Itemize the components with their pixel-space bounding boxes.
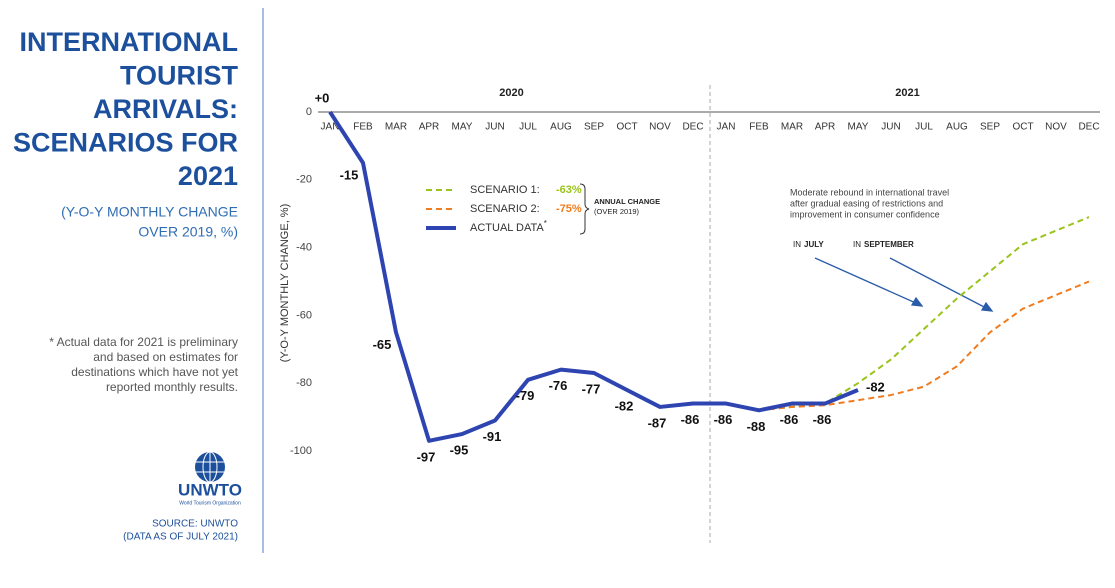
year-label: 2020	[499, 87, 523, 99]
logo	[195, 451, 225, 483]
data-label: -86	[813, 412, 832, 427]
legend-label: SCENARIO 2:	[470, 203, 540, 215]
annotation: improvement in consumer confidence	[790, 209, 940, 219]
y-tick-label: 0	[306, 106, 312, 118]
callout: IN JULY	[793, 240, 824, 249]
callout-emph: SEPTEMBER	[864, 240, 914, 249]
annual-change: -75%	[556, 203, 582, 215]
logo-text: UNWTO	[178, 480, 242, 499]
y-tick-label: -40	[296, 242, 312, 254]
data-label: -82	[615, 398, 634, 413]
y-tick-label: -60	[296, 309, 312, 321]
subtitle-line: (Y-O-Y MONTHLY CHANGE	[61, 204, 238, 220]
y-tick-label: -100	[290, 445, 312, 457]
legend-brace	[579, 183, 590, 235]
x-tick-label: OCT	[616, 122, 637, 133]
x-tick-label: NOV	[649, 122, 671, 133]
title-line: 2021	[178, 161, 238, 191]
series-line	[328, 110, 859, 443]
x-tick-label: JAN	[717, 122, 736, 133]
data-label: -86	[681, 412, 700, 427]
annotation: Moderate rebound in international travel	[790, 187, 949, 197]
data-label: -95	[450, 442, 469, 457]
callout-emph: JULY	[804, 240, 824, 249]
note-line: and based on estimates for	[93, 350, 238, 364]
legend-note: ANNUAL CHANGE	[594, 197, 660, 206]
data-label: -15	[340, 167, 359, 182]
legend-name: SCENARIO 1:	[470, 184, 540, 196]
legend-note: (OVER 2019)	[594, 207, 640, 216]
title-line: SCENARIOS FOR	[13, 128, 238, 158]
legend-mark: *	[544, 219, 547, 228]
legend-name: ACTUAL DATA	[470, 222, 544, 234]
x-tick-label: AUG	[946, 122, 968, 133]
callout-arrows	[814, 257, 994, 312]
x-tick-label: FEB	[353, 122, 373, 133]
data-label: -82	[866, 379, 885, 394]
x-tick-label: MAR	[385, 122, 407, 133]
data-label: -91	[483, 429, 502, 444]
x-tick-label: JAN	[321, 122, 340, 133]
legend-label: ACTUAL DATA*	[470, 219, 547, 234]
x-tick-label: MAR	[781, 122, 803, 133]
source-line: SOURCE: UNWTO	[152, 519, 238, 530]
x-tick-label: APR	[815, 122, 836, 133]
callout-lead: IN	[853, 240, 861, 249]
x-tick-label: APR	[419, 122, 440, 133]
data-label: -88	[747, 419, 766, 434]
x-tick-label: JUN	[881, 122, 900, 133]
annotation: after gradual easing of restrictions and	[790, 198, 943, 208]
series-line	[758, 280, 1090, 412]
subtitle-line: OVER 2019, %)	[138, 224, 238, 240]
data-label: -65	[373, 337, 392, 352]
title-line: ARRIVALS:	[93, 94, 238, 124]
logo-subtext: World Tourism Organization	[179, 500, 241, 506]
data-label: -77	[582, 381, 601, 396]
title-line: INTERNATIONAL	[20, 27, 238, 57]
x-tick-label: MAY	[848, 122, 869, 133]
x-tick-label: DEC	[682, 122, 703, 133]
x-tick-label: DEC	[1078, 122, 1099, 133]
data-label: -86	[714, 412, 733, 427]
x-tick-label: MAY	[452, 122, 473, 133]
data-label: -86	[780, 412, 799, 427]
year-label: 2021	[895, 87, 919, 99]
x-tick-label: OCT	[1012, 122, 1033, 133]
x-tick-label: JUN	[485, 122, 504, 133]
data-label: -79	[516, 388, 535, 403]
data-label: -87	[648, 415, 667, 430]
legend-label: SCENARIO 1:	[470, 184, 540, 196]
title-line: TOURIST	[120, 61, 239, 91]
x-tick-label: JUL	[915, 122, 933, 133]
y-tick-label: -80	[296, 377, 312, 389]
x-tick-label: SEP	[584, 122, 604, 133]
x-tick-label: FEB	[749, 122, 769, 133]
x-tick-label: JUL	[519, 122, 537, 133]
x-tick-label: NOV	[1045, 122, 1067, 133]
data-label: -97	[417, 449, 436, 464]
note-line: reported monthly results.	[106, 380, 238, 394]
y-axis-label: (Y-O-Y MONTHLY CHANGE, %)	[279, 204, 291, 363]
data-label: -76	[549, 378, 568, 393]
callout: IN SEPTEMBER	[853, 240, 914, 249]
note-line: * Actual data for 2021 is preliminary	[49, 335, 238, 349]
x-tick-label: SEP	[980, 122, 1000, 133]
legend-name: SCENARIO 2:	[470, 203, 540, 215]
data-label: +0	[315, 90, 330, 105]
x-tick-label: AUG	[550, 122, 572, 133]
annual-change: -63%	[556, 184, 582, 196]
y-tick-label: -20	[296, 174, 312, 186]
note-line: destinations which have not yet	[71, 365, 238, 379]
source-line: (DATA AS OF JULY 2021)	[123, 532, 238, 543]
callout-lead: IN	[793, 240, 801, 249]
